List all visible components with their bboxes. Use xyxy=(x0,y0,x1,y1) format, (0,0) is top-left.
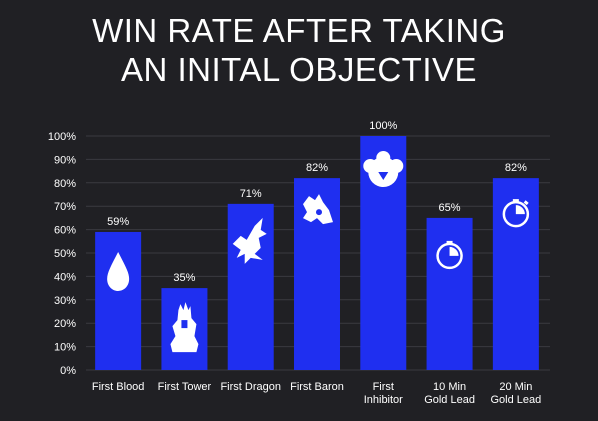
blood-drop-icon xyxy=(107,251,130,291)
category-label: Inhibitor xyxy=(364,394,403,406)
y-tick-label: 20% xyxy=(54,318,76,330)
y-tick-label: 60% xyxy=(54,225,76,237)
y-tick-label: 30% xyxy=(54,295,76,307)
category-label: First Dragon xyxy=(220,381,281,393)
y-tick-label: 70% xyxy=(54,201,76,213)
bar xyxy=(227,203,274,370)
y-tick-label: 100% xyxy=(48,131,76,143)
category-label: First Blood xyxy=(92,381,145,393)
category-label: First Tower xyxy=(158,381,212,393)
chart-title-line-1: WIN RATE AFTER TAKING xyxy=(92,12,506,49)
tower-icon xyxy=(170,302,199,353)
baron-icon xyxy=(303,194,333,225)
data-label: 82% xyxy=(505,162,527,174)
data-label: 100% xyxy=(369,120,397,132)
y-tick-label: 80% xyxy=(54,178,76,190)
category-label: 10 Min xyxy=(433,381,466,393)
category-label: First Baron xyxy=(290,381,344,393)
dragon-icon xyxy=(232,217,267,264)
y-tick-label: 50% xyxy=(54,248,76,260)
category-label: Gold Lead xyxy=(490,394,541,406)
inhibitor-icon xyxy=(363,151,404,187)
y-tick-label: 40% xyxy=(54,271,76,283)
y-tick-label: 90% xyxy=(54,154,76,166)
data-label: 65% xyxy=(439,202,461,214)
data-label: 71% xyxy=(240,188,262,200)
category-label: Gold Lead xyxy=(424,394,475,406)
category-label: 20 Min xyxy=(499,381,532,393)
y-tick-label: 0% xyxy=(60,365,76,377)
data-label: 35% xyxy=(173,272,195,284)
stopwatch-icon xyxy=(502,199,530,228)
chart-title-line-2: AN INITAL OBJECTIVE xyxy=(120,51,478,88)
data-label: 59% xyxy=(107,216,129,228)
category-label: First xyxy=(373,381,394,393)
y-tick-label: 10% xyxy=(54,342,76,354)
bar xyxy=(426,217,473,370)
data-label: 82% xyxy=(306,162,328,174)
clock-icon xyxy=(436,240,463,270)
